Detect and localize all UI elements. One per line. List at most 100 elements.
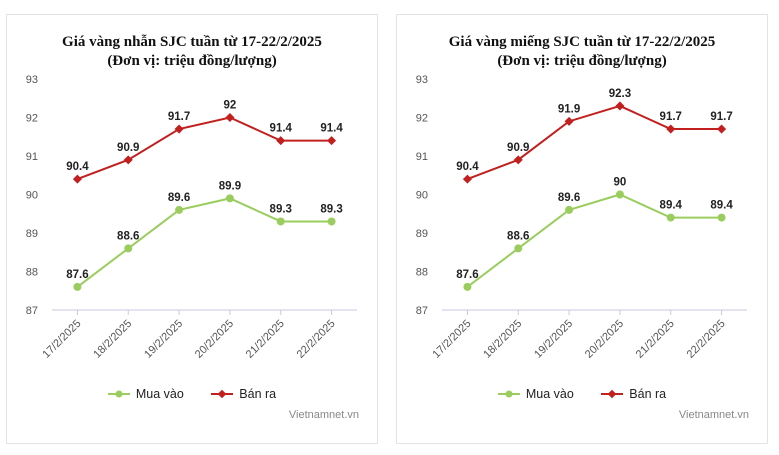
data-label: 90.9 — [117, 142, 139, 154]
data-point — [462, 174, 472, 184]
source-credit: Vietnamnet.vn — [678, 409, 749, 421]
legend-label: Bán ra — [629, 386, 667, 401]
legend-label: Mua vào — [135, 386, 184, 401]
legend-label: Mua vào — [525, 386, 574, 401]
data-label: 89.3 — [270, 203, 292, 215]
data-label: 89.3 — [320, 203, 342, 215]
legend-item-mua-vao[interactable]: Mua vào — [497, 386, 574, 401]
data-point — [327, 217, 336, 226]
data-point — [73, 282, 82, 291]
data-point — [174, 124, 184, 134]
data-label: 89.4 — [660, 200, 683, 212]
data-label: 90.9 — [507, 142, 529, 154]
chart-subtitle: (Đơn vị: triệu đồng/lượng) — [107, 53, 277, 69]
data-label: 91.9 — [558, 103, 580, 115]
y-tick-label: 88 — [26, 267, 38, 279]
series-line-ban-ra — [77, 116, 332, 181]
x-tick-label: 19/2/2025 — [142, 318, 185, 361]
source-credit: Vietnamnet.vn — [288, 409, 359, 421]
data-point — [123, 155, 133, 165]
y-tick-label: 89 — [416, 228, 428, 240]
data-label: 90.4 — [456, 161, 479, 173]
data-label: 89.9 — [219, 180, 241, 192]
data-label: 91.7 — [710, 111, 732, 123]
legend-item-ban-ra[interactable]: Bán ra — [601, 387, 666, 401]
data-point — [615, 101, 625, 111]
series-line-mua-vao — [466, 193, 722, 288]
y-tick-label: 92 — [26, 113, 38, 125]
data-point — [225, 194, 234, 203]
y-tick-label: 90 — [416, 190, 428, 202]
data-label: 88.6 — [507, 230, 529, 242]
data-point — [666, 213, 675, 222]
series-line-mua-vao — [76, 197, 332, 288]
data-point — [276, 217, 285, 226]
data-point — [276, 136, 286, 146]
data-label: 89.6 — [558, 192, 580, 204]
data-point — [124, 244, 133, 253]
data-label: 91.4 — [320, 123, 343, 135]
x-tick-label: 19/2/2025 — [532, 318, 575, 361]
x-tick-label: 22/2/2025 — [295, 318, 338, 361]
data-point — [565, 205, 574, 214]
data-point — [463, 282, 472, 291]
legend-label: Bán ra — [239, 386, 277, 401]
legend-marker-mua-vao — [107, 390, 130, 398]
data-point — [717, 124, 727, 134]
data-label: 91.7 — [168, 111, 190, 123]
y-tick-label: 87 — [416, 305, 428, 317]
chart-panel-nhan: Giá vàng nhẫn SJC tuần từ 17-22/2/2025 (… — [6, 14, 378, 444]
series-line-ban-ra — [467, 104, 722, 181]
data-label: 87.6 — [66, 269, 88, 281]
x-tick-label: 22/2/2025 — [685, 318, 728, 361]
data-label: 92.3 — [609, 88, 631, 100]
chart-panel-mieng: Giá vàng miếng SJC tuần từ 17-22/2/2025 … — [396, 14, 768, 444]
x-tick-label: 21/2/2025 — [244, 318, 287, 361]
y-tick-label: 93 — [416, 74, 428, 86]
x-tick-label: 17/2/2025 — [40, 318, 83, 361]
x-tick-label: 17/2/2025 — [430, 318, 473, 361]
data-label: 89.6 — [168, 192, 190, 204]
legend-marker-mua-vao — [497, 390, 520, 398]
data-point — [514, 244, 523, 253]
data-point — [225, 112, 235, 123]
data-label: 91.4 — [270, 123, 293, 135]
chart-title: Giá vàng miếng SJC tuần từ 17-22/2/2025 — [448, 34, 716, 50]
x-tick-label: 18/2/2025 — [91, 318, 134, 361]
y-tick-label: 92 — [416, 113, 428, 125]
data-label: 88.6 — [117, 230, 139, 242]
line-chart-nhan: 87 88 89 90 91 92 93 17/2/2025 18/2/2025 19/2/202… — [26, 74, 357, 361]
y-tick-label: 93 — [26, 74, 38, 86]
legend-item-mua-vao[interactable]: Mua vào — [107, 386, 184, 401]
chart-title: Giá vàng nhẫn SJC tuần từ 17-22/2/2025 — [62, 34, 322, 50]
x-tick-label: 20/2/2025 — [583, 318, 626, 361]
y-tick-label: 87 — [26, 305, 38, 317]
y-tick-label: 88 — [416, 267, 428, 279]
data-point — [175, 205, 184, 214]
chart-legend: Mua vào Bán ra — [7, 386, 377, 401]
data-label: 91.7 — [660, 111, 682, 123]
y-tick-label: 89 — [26, 228, 38, 240]
data-point — [615, 190, 624, 199]
data-label: 90.4 — [66, 161, 89, 173]
data-point — [717, 213, 726, 222]
legend-marker-ban-ra — [211, 390, 234, 399]
data-label: 89.4 — [710, 200, 733, 212]
chart-legend: Mua vào Bán ra — [397, 386, 767, 401]
line-chart-mieng: 87 88 89 90 91 92 93 17/2/2025 18/2/2025 19/2/202… — [416, 74, 747, 361]
y-tick-label: 91 — [416, 151, 428, 163]
x-tick-label: 18/2/2025 — [481, 318, 524, 361]
data-label: 92 — [224, 100, 237, 112]
x-tick-label: 20/2/2025 — [193, 318, 236, 361]
data-point — [666, 124, 676, 134]
legend-marker-ban-ra — [601, 390, 624, 399]
x-tick-label: 21/2/2025 — [634, 318, 677, 361]
legend-item-ban-ra[interactable]: Bán ra — [211, 387, 276, 401]
data-point — [327, 136, 337, 146]
y-tick-label: 91 — [26, 151, 38, 163]
data-label: 90 — [614, 177, 627, 189]
chart-subtitle: (Đơn vị: triệu đồng/lượng) — [497, 53, 667, 69]
data-label: 87.6 — [456, 269, 478, 281]
data-point — [72, 174, 82, 184]
y-tick-label: 90 — [26, 190, 38, 202]
